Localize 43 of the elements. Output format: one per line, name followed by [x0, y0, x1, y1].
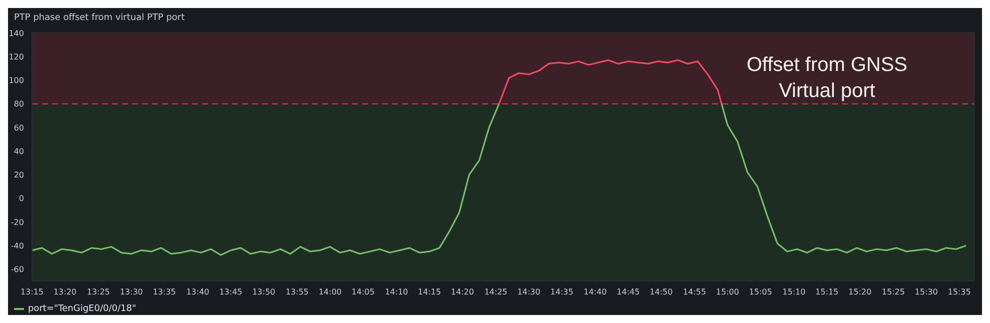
x-tick-label: 15:15 [815, 288, 838, 297]
x-tick-label: 14:40 [584, 288, 607, 297]
x-tick-label: 13:40 [186, 288, 210, 297]
x-tick-label: 14:15 [418, 288, 441, 297]
y-tick-label: 60 [14, 123, 24, 132]
y-tick-label: 100 [8, 76, 24, 86]
text: port="TenGigE0/0/0/18" [27, 303, 136, 316]
x-tick-label: 15:30 [914, 288, 938, 297]
x-tick-label: 14:45 [616, 288, 640, 297]
x-tick-label: 14:25 [484, 288, 508, 297]
x-tick-label: 14:30 [517, 288, 540, 297]
x-tick-label: 14:35 [550, 288, 574, 297]
x-tick-label: 15:20 [848, 288, 872, 297]
x-tick-label: 13:45 [219, 288, 242, 297]
y-tick-label: 0 [18, 194, 24, 204]
x-tick-label: 13:50 [252, 288, 276, 297]
y-tick-label: 140 [8, 28, 24, 38]
y-tick-label: -40 [10, 241, 24, 250]
x-tick-label: 13:55 [286, 288, 309, 297]
x-tick-label: 14:05 [352, 288, 375, 297]
x-tick-label: 14:10 [384, 288, 408, 297]
x-tick-label: 13:25 [86, 288, 110, 297]
x-tick-label: 15:10 [782, 288, 806, 297]
x-tick-label: 14:20 [450, 288, 474, 297]
x-tick-label: 13:15 [20, 288, 44, 297]
y-tick-label: -20 [10, 218, 24, 227]
x-tick-label: 15:05 [749, 288, 772, 297]
y-tick-label: 120 [8, 52, 24, 62]
x-tick-label: 14:55 [683, 288, 706, 297]
annotation: Offset from GNSS Virtual port [746, 53, 908, 104]
y-tick-label: 80 [14, 100, 24, 109]
y-tick-label: -60 [10, 265, 24, 274]
x-tick-label: 13:30 [120, 288, 143, 297]
x-tick-label: 15:00 [716, 288, 740, 297]
y-tick-label: 20 [14, 170, 24, 180]
x-tick-label: 13:20 [53, 288, 77, 297]
x-tick-label: 14:50 [650, 288, 673, 297]
x-tick-label: 15:25 [882, 288, 905, 297]
chart-title: PTP phase offset from virtual PTP port [13, 12, 186, 25]
y-tick-label: 40 [14, 146, 24, 156]
x-tick-label: 13:35 [152, 288, 176, 297]
x-tick-label: 15:35 [948, 288, 971, 297]
x-tick-label: 14:00 [318, 288, 342, 297]
